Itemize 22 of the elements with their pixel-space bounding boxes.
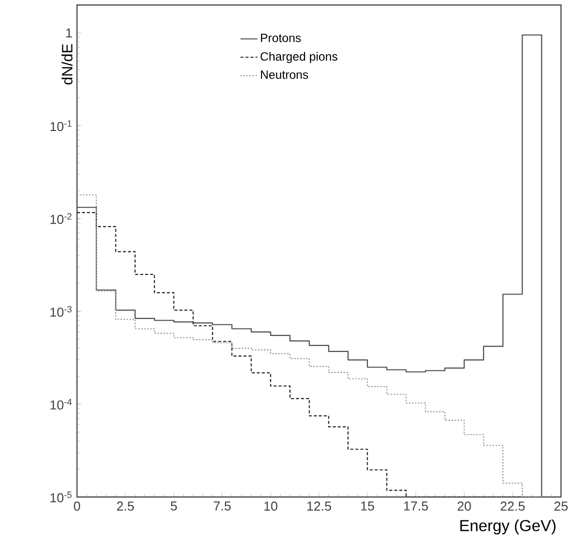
y-tick-label: 10$^{-3}$ bbox=[50, 306, 72, 317]
x-tick-label: 2.5 bbox=[117, 502, 134, 511]
x-tick-label: 15 bbox=[361, 502, 374, 511]
x-tick-label: 17.5 bbox=[404, 502, 428, 511]
y-tick-label: 1 bbox=[66, 28, 72, 38]
x-tick-label: 12.5 bbox=[307, 502, 332, 511]
x-tick-label: 20 bbox=[458, 502, 471, 511]
y-axis-title: dN/dE bbox=[62, 44, 72, 84]
x-tick-label: 7.5 bbox=[214, 502, 231, 511]
legend-label: Neutrons bbox=[260, 70, 308, 79]
legend-label: Charged pions bbox=[260, 52, 338, 64]
x-tick-label: 5 bbox=[170, 502, 177, 511]
y-tick-label: 10$^{-1}$ bbox=[50, 120, 72, 132]
y-tick-label: 10$^{-5}$ bbox=[50, 492, 72, 502]
y-tick-label: 10$^{-2}$ bbox=[50, 213, 72, 224]
x-tick-label: 22.5 bbox=[500, 502, 525, 511]
x-tick-label: 25 bbox=[554, 502, 568, 511]
x-axis-title: Energy (GeV) bbox=[460, 520, 556, 534]
x-tick-label: 0 bbox=[74, 502, 80, 511]
legend-label: Protons bbox=[260, 34, 301, 42]
x-tick-label: 10 bbox=[264, 502, 278, 511]
y-tick-label: 10$^{-4}$ bbox=[50, 398, 72, 410]
